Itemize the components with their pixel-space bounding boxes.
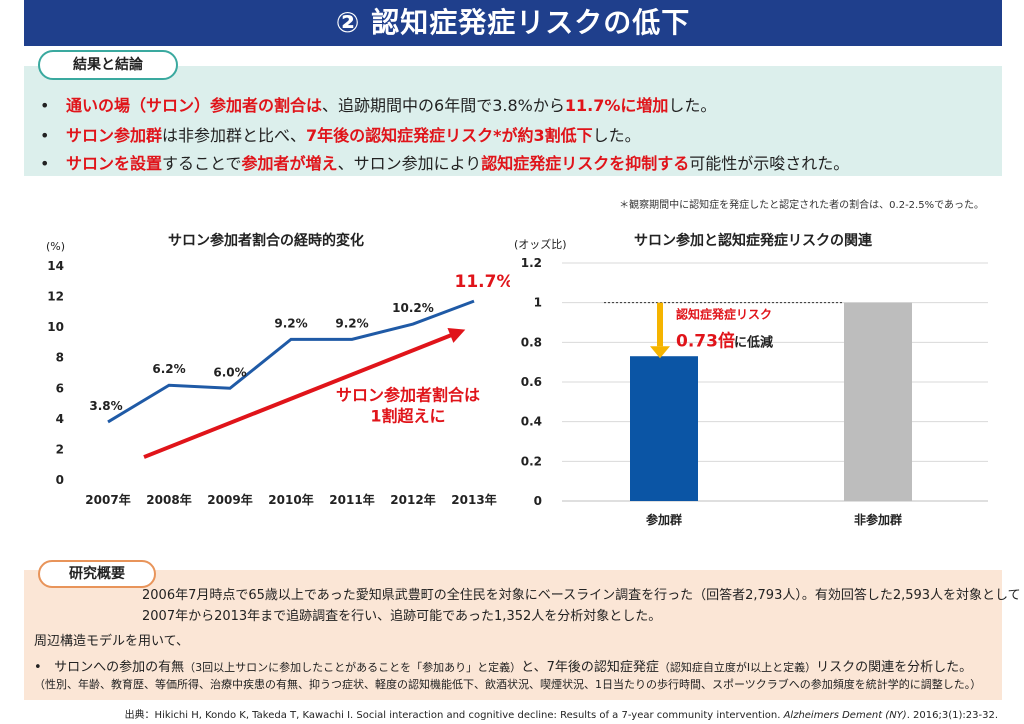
citation-suffix: . 2016;3(1):23-32.	[906, 710, 998, 721]
result-bullet-3: • サロンを設置することで参加者が増え、サロン参加により認知症発症リスクを抑制する…	[40, 154, 850, 173]
overview-line-3: 周辺構造モデルを用いて、	[34, 634, 189, 649]
overview-label: 研究概要	[38, 560, 156, 588]
data-label: 9.2%	[274, 316, 307, 330]
text-run: （認知症自立度がⅠ以上と定義）	[658, 661, 817, 674]
x-tick-label: 2008年	[146, 492, 191, 507]
x-tick-label: 2011年	[329, 492, 374, 507]
y-tick-label: 12	[47, 290, 64, 304]
y-tick-label: 0	[534, 494, 542, 508]
annotation-line-2-suffix: に低減	[734, 334, 773, 350]
x-tick-label: 2013年	[451, 492, 496, 507]
y-tick-label: 0.6	[521, 375, 542, 389]
x-tick-label: 2007年	[85, 492, 130, 507]
text-run: サロン参加群	[66, 126, 163, 145]
y-tick-label: 2	[56, 442, 64, 456]
results-label: 結果と結論	[38, 50, 178, 80]
page-title: ② 認知症発症リスクの低下	[335, 6, 691, 39]
y-tick-label: 1	[534, 296, 542, 310]
line-chart: (%) 0 2 4 6 8 10 12 14 2007年 2008年 2009年 2010年 2011年 2…	[46, 240, 510, 507]
bar-chart-title: サロン参加と認知症発症リスクの関連	[634, 233, 872, 249]
text-run: サロンへの参加の有無	[54, 660, 185, 675]
overview-line-1: 2006年7月時点で65歳以上であった愛知県武豊町の全住民を対象にベースライン調…	[142, 588, 1021, 603]
citation-journal: Alzheimers Dement (NY)	[783, 710, 907, 721]
text-run: 認知症発症リスクを抑制する	[481, 154, 690, 173]
text-run: 参加者が増え	[241, 154, 338, 173]
y-axis-unit: (%)	[46, 240, 65, 253]
bar	[844, 302, 912, 501]
arrow-annotation-line-2: 1割超えに	[370, 407, 445, 426]
citation: 出典：Hikichi H, Kondo K, Takeda T, Kawachi…	[125, 706, 998, 721]
overview-line-5: （性別、年齢、教育歴、等価所得、治療中疾患の有無、抑うつ症状、軽度の認知機能低下…	[34, 678, 982, 691]
text-run: した。	[668, 96, 717, 115]
result-bullet-2: • サロン参加群は非参加群と比べ、7年後の認知症発症リスク*が約3割低下した。	[40, 126, 641, 145]
bar-chart: (オッズ比) 0 0.2 0.4 0.6 0.8 1 1.2 参加群 非参加群 認知症発症リスク 0.…	[514, 237, 988, 527]
x-tick-label: 2010年	[268, 492, 313, 507]
data-label: 3.8%	[89, 399, 122, 413]
y-tick-label: 8	[56, 351, 64, 365]
data-label: 9.2%	[335, 316, 368, 330]
data-label: 11.7%	[455, 272, 510, 292]
study-overview-panel: 研究概要 2006年7月時点で65歳以上であった愛知県武豊町の全住民を対象にベー…	[24, 560, 1021, 700]
text-run: 7年後の認知症発症リスク*が約3割低下	[306, 126, 593, 145]
text-run: することで	[162, 154, 242, 173]
overview-line-4: • サロンへの参加の有無（3回以上サロンに参加したことがあることを「参加あり」と…	[34, 660, 973, 675]
text-run: 可能性が示唆された。	[689, 154, 850, 173]
footnote: ＊観察期間中に認知症を発症したと認定された者の割合は、0.2-2.5%であった。	[619, 200, 984, 211]
overview-line-2: 2007年から2013年まで追跡調査を行い、追跡可能であった1,352人を分析対…	[142, 609, 662, 624]
text-run: 、追跡期間中の6年間で3.8%から	[322, 96, 565, 115]
text-run: 、サロン参加により	[337, 154, 482, 173]
reduction-arrow-head	[650, 346, 670, 359]
y-tick-label: 10	[47, 320, 64, 334]
x-tick-label: 2009年	[207, 492, 252, 507]
y-tick-label: 1.2	[521, 256, 542, 270]
x-tick-label: 非参加群	[854, 512, 902, 527]
y-tick-label: 0.4	[521, 415, 542, 429]
text-run: は非参加群と比べ、	[162, 126, 307, 145]
x-tick-label: 参加群	[646, 512, 682, 527]
text-run: と、7年後の認知症発症	[521, 660, 659, 675]
text-run: サロンを設置	[66, 154, 163, 173]
overview-line-4-text: サロンへの参加の有無（3回以上サロンに参加したことがあることを「参加あり」と定義…	[54, 660, 972, 675]
reduction-arrow-shaft	[657, 302, 663, 347]
citation-prefix: 出典：Hikichi H, Kondo K, Takeda T, Kawachi…	[124, 710, 784, 721]
result-bullet-text: サロン参加群は非参加群と比べ、7年後の認知症発症リスク*が約3割低下した。	[66, 126, 641, 145]
result-bullet-text: 通いの場（サロン）参加者の割合は、追跡期間中の6年間で3.8%から11.7%に増…	[66, 96, 716, 115]
y-tick-label: 14	[47, 259, 64, 273]
y-tick-label: 6	[56, 381, 64, 395]
text-run: 11.7%に増加	[564, 96, 669, 115]
data-label: 6.0%	[213, 365, 246, 379]
text-run: リスクの関連を分析した。	[816, 660, 973, 675]
text-run: 通いの場（サロン）参加者の割合は	[66, 96, 323, 115]
data-label: 10.2%	[392, 301, 434, 315]
header-banner: ② 認知症発症リスクの低下	[24, 0, 1002, 46]
y-tick-label: 0	[56, 473, 64, 487]
bar	[630, 356, 698, 501]
result-bullet-1: • 通いの場（サロン）参加者の割合は、追跡期間中の6年間で3.8%から11.7%に…	[40, 96, 717, 115]
text-run: （3回以上サロンに参加したことがあることを「参加あり」と定義）	[184, 661, 522, 674]
series-line	[107, 299, 475, 424]
trend-arrow-line	[143, 331, 457, 459]
x-tick-label: 2012年	[390, 492, 435, 507]
annotation-line-2: 0.73倍	[676, 330, 735, 351]
results-panel: 結果と結論 • 通いの場（サロン）参加者の割合は、追跡期間中の6年間で3.8%から…	[24, 50, 1002, 176]
y-tick-label: 0.2	[521, 454, 542, 468]
trend-arrow-head	[447, 328, 466, 343]
text-run: した。	[592, 126, 641, 145]
y-axis-unit: (オッズ比)	[514, 237, 567, 251]
data-label: 6.2%	[152, 362, 185, 376]
arrow-annotation-line-1: サロン参加者割合は	[336, 386, 480, 405]
line-chart-title: サロン参加者割合の経時的変化	[168, 233, 364, 249]
y-tick-label: 0.8	[521, 335, 542, 349]
result-bullet-text: サロンを設置することで参加者が増え、サロン参加により認知症発症リスクを抑制する可…	[66, 154, 849, 173]
y-tick-label: 4	[56, 412, 64, 426]
annotation-line-1: 認知症発症リスク	[676, 307, 772, 322]
